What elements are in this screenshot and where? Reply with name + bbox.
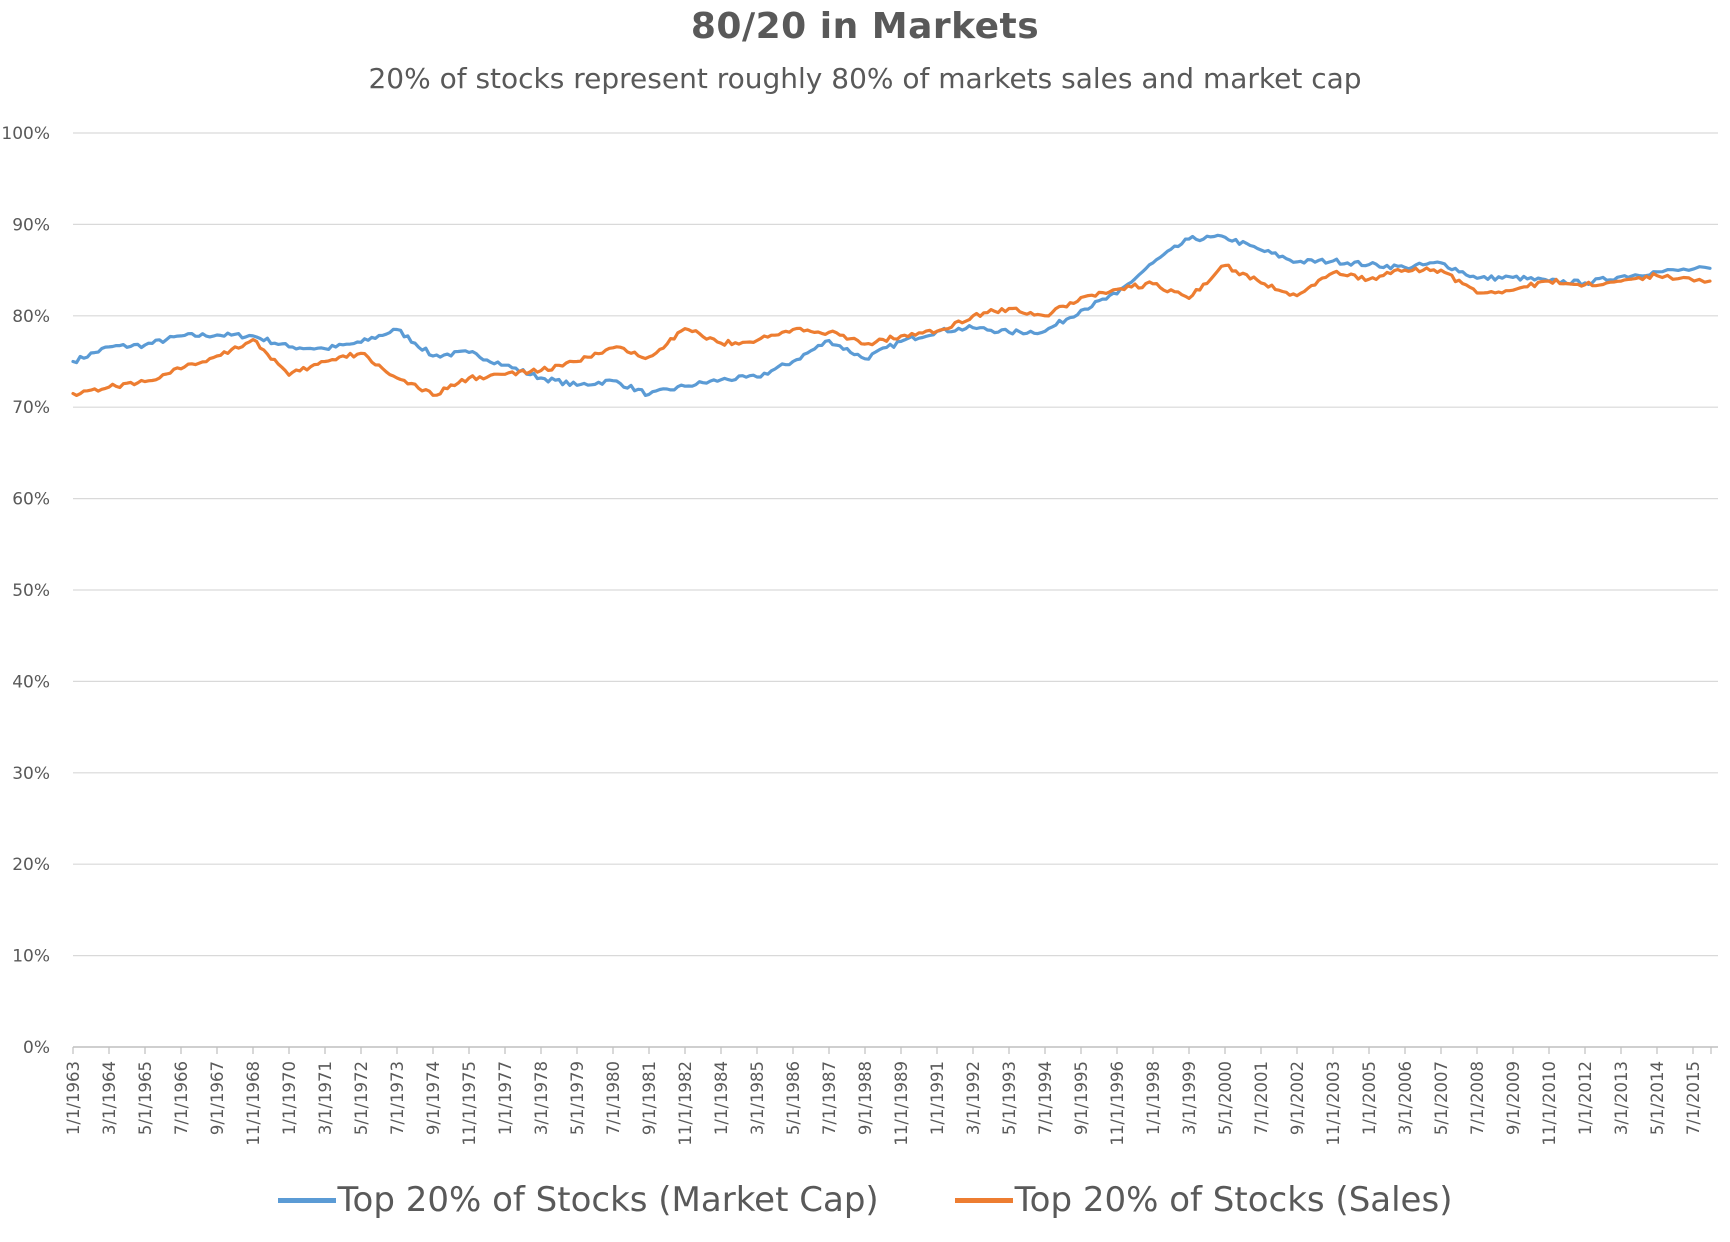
x-tick-label: 9/1/1981 (640, 1061, 659, 1135)
x-tick-label: 11/1/1975 (460, 1061, 479, 1146)
x-tick-label: 3/1/2006 (1396, 1061, 1415, 1135)
x-tick-label: 9/1/1967 (208, 1061, 227, 1135)
gridlines (73, 132, 1718, 957)
x-tick-label: 11/1/1968 (244, 1061, 263, 1146)
series-line-sales (71, 263, 1712, 397)
x-tick-label: 1/1/1977 (496, 1061, 515, 1135)
legend-label-market-cap: Top 20% of Stocks (Market Cap) (337, 1180, 879, 1220)
x-tick-label: 7/1/2001 (1252, 1061, 1271, 1135)
x-tick-label: 3/1/2013 (1612, 1061, 1631, 1135)
y-tick-label: 10% (12, 947, 50, 967)
x-tick-label: 5/1/2000 (1216, 1061, 1235, 1135)
x-tick-label: 1/1/1984 (712, 1061, 731, 1135)
x-tick-label: 5/1/1993 (1000, 1061, 1019, 1135)
x-tick-label: 3/1/1985 (748, 1061, 767, 1135)
x-tick-label: 11/1/1982 (676, 1061, 695, 1146)
x-tick-label: 3/1/1964 (100, 1061, 119, 1135)
legend-item-sales: Top 20% of Stocks (Sales) (954, 1180, 1453, 1220)
x-tick-label: 5/1/1965 (136, 1061, 155, 1135)
x-tick-label: 9/1/2009 (1504, 1061, 1523, 1135)
y-tick-label: 30% (12, 764, 50, 784)
chart-subtitle: 20% of stocks represent roughly 80% of m… (368, 62, 1362, 95)
chart-legend: Top 20% of Stocks (Market Cap) Top 20% o… (0, 1180, 1730, 1220)
x-tick-label: 9/1/1974 (424, 1061, 443, 1135)
x-tick-label: 7/1/2015 (1684, 1061, 1703, 1135)
y-tick-label: 70% (12, 398, 50, 418)
x-tick-label: 11/1/1996 (1108, 1061, 1127, 1146)
series-line-market-cap (71, 233, 1712, 397)
y-tick-label: 0% (23, 1038, 50, 1058)
x-tick-label: 7/1/1980 (604, 1061, 623, 1135)
x-tick-label: 7/1/1994 (1036, 1061, 1055, 1135)
legend-swatch-sales (954, 1197, 1013, 1203)
x-tick-label: 3/1/1992 (964, 1061, 983, 1135)
y-tick-label: 90% (12, 215, 50, 235)
legend-item-market-cap: Top 20% of Stocks (Market Cap) (277, 1180, 879, 1220)
y-axis: 0% 10% 20% 30% 40% 50% 60% 70% 80% 90% 100% (1, 124, 50, 1058)
chart-title: 80/20 in Markets (690, 6, 1040, 47)
x-tick-label: 5/1/1979 (568, 1061, 587, 1135)
x-tick-label: 3/1/1971 (316, 1061, 335, 1135)
x-tick-label: 9/1/1988 (856, 1061, 875, 1135)
x-tick-label: 3/1/1999 (1180, 1061, 1199, 1135)
x-tick-label: 1/1/1991 (928, 1061, 947, 1135)
x-tick-label: 7/1/2008 (1468, 1061, 1487, 1135)
x-tick-label: 11/1/2010 (1540, 1061, 1559, 1146)
x-tick-label: 1/1/2005 (1360, 1061, 1379, 1135)
y-tick-label: 40% (12, 672, 50, 692)
x-tick-label: 9/1/1995 (1072, 1061, 1091, 1135)
x-tick-label: 7/1/1973 (388, 1061, 407, 1135)
y-tick-label: 80% (12, 307, 50, 327)
y-tick-label: 20% (12, 855, 50, 875)
y-tick-label: 100% (1, 124, 50, 144)
legend-label-sales: Top 20% of Stocks (Sales) (1014, 1180, 1453, 1220)
x-tick-label: 7/1/1966 (172, 1061, 191, 1135)
x-tick-label: 3/1/1978 (532, 1061, 551, 1135)
legend-swatch-market-cap (277, 1197, 336, 1203)
x-tick-label: 1/1/2012 (1576, 1061, 1595, 1135)
x-tick-label: 11/1/2003 (1324, 1061, 1343, 1146)
x-tick-label: 7/1/1987 (820, 1061, 839, 1135)
x-tick-label: 5/1/2007 (1432, 1061, 1451, 1135)
x-tick-label: 1/1/1998 (1144, 1061, 1163, 1135)
x-tick-label: 9/1/2002 (1288, 1061, 1307, 1135)
x-axis: 1/1/1963 3/1/1964 5/1/1965 7/1/1966 9/1/1967… (64, 1047, 1712, 1146)
y-tick-label: 50% (12, 581, 50, 601)
y-tick-label: 60% (12, 490, 50, 510)
x-tick-label: 1/1/1970 (280, 1061, 299, 1135)
x-tick-label: 5/1/2014 (1648, 1061, 1667, 1135)
x-tick-label: 11/1/1989 (892, 1061, 911, 1146)
x-tick-label: 5/1/1986 (784, 1061, 803, 1135)
x-tick-label: 5/1/1972 (352, 1061, 371, 1135)
x-tick-label: 1/1/1963 (64, 1061, 83, 1135)
